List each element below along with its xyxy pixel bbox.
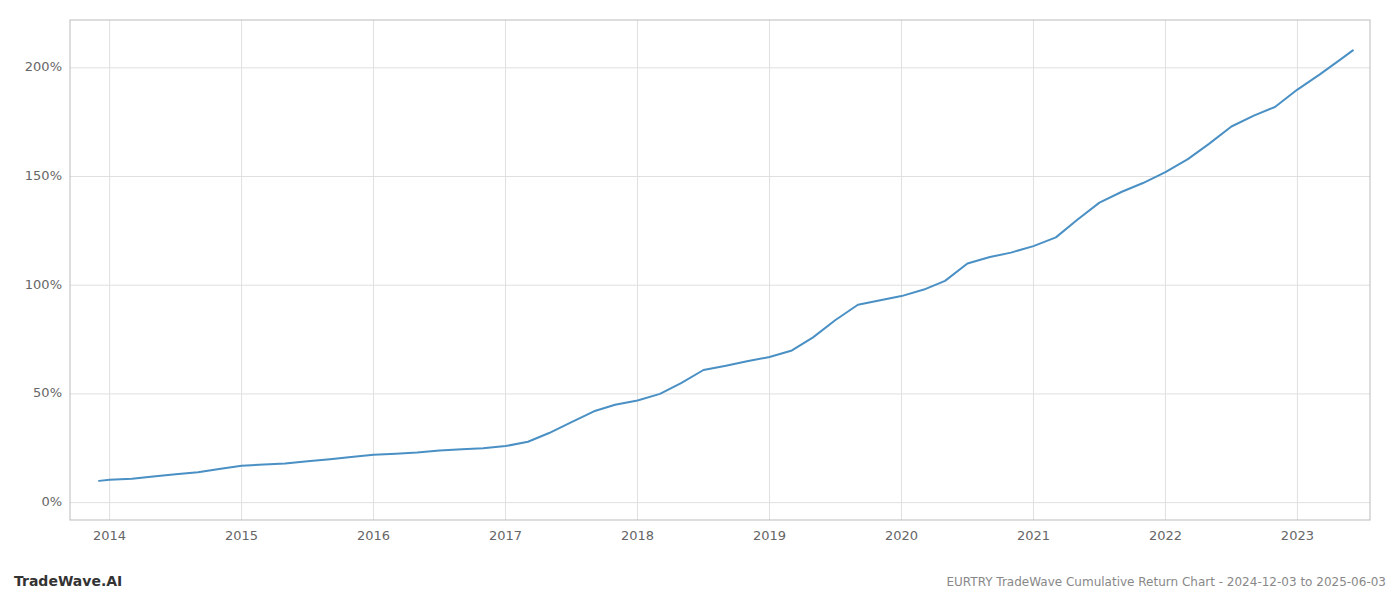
- y-grid-line: [70, 285, 1370, 286]
- y-tick-label: 150%: [25, 168, 62, 183]
- x-grid-line: [769, 20, 770, 520]
- data-line: [99, 50, 1353, 480]
- x-tick-label: 2022: [1149, 528, 1182, 543]
- x-tick-label: 2016: [357, 528, 390, 543]
- x-grid-line: [109, 20, 110, 520]
- x-tick-label: 2020: [885, 528, 918, 543]
- footer-left: TradeWave.AI: [14, 573, 122, 589]
- x-tick-label: 2023: [1281, 528, 1314, 543]
- x-grid-line: [505, 20, 506, 520]
- y-grid-line: [70, 176, 1370, 177]
- x-grid-line: [1033, 20, 1034, 520]
- chart-svg: 0% 50% 100% 150% 200% 2014 2015 2016 2017 2018 201…: [0, 0, 1400, 600]
- x-grid-line: [241, 20, 242, 520]
- x-tick-label: 2021: [1017, 528, 1050, 543]
- plot-area: [99, 50, 1353, 480]
- x-tick-label: 2014: [93, 528, 126, 543]
- chart-container: 0% 50% 100% 150% 200% 2014 2015 2016 2017 2018 201…: [0, 0, 1400, 600]
- y-tick-label: 0%: [41, 494, 62, 509]
- y-tick-label: 50%: [33, 385, 62, 400]
- y-grid-line: [70, 502, 1370, 503]
- page: {"chart_data": {"type": "line", "annotat…: [0, 0, 1400, 600]
- axes: 0% 50% 100% 150% 200% 2014 2015 2016 2017 2018 201…: [25, 20, 1370, 543]
- x-grid-line: [373, 20, 374, 520]
- x-grid-line: [1297, 20, 1298, 520]
- y-grid-line: [70, 67, 1370, 68]
- x-grid-line: [637, 20, 638, 520]
- x-tick-label: 2017: [489, 528, 522, 543]
- grid: [70, 20, 1370, 520]
- plot-frame: [70, 20, 1370, 520]
- x-grid-line: [901, 20, 902, 520]
- y-tick-label: 100%: [25, 277, 62, 292]
- x-tick-label: 2019: [753, 528, 786, 543]
- x-grid-line: [1165, 20, 1166, 520]
- y-tick-label: 200%: [25, 59, 62, 74]
- y-grid-line: [70, 393, 1370, 394]
- x-tick-label: 2015: [225, 528, 258, 543]
- x-tick-label: 2018: [621, 528, 654, 543]
- footer-right: EURTRY TradeWave Cumulative Return Chart…: [946, 575, 1386, 589]
